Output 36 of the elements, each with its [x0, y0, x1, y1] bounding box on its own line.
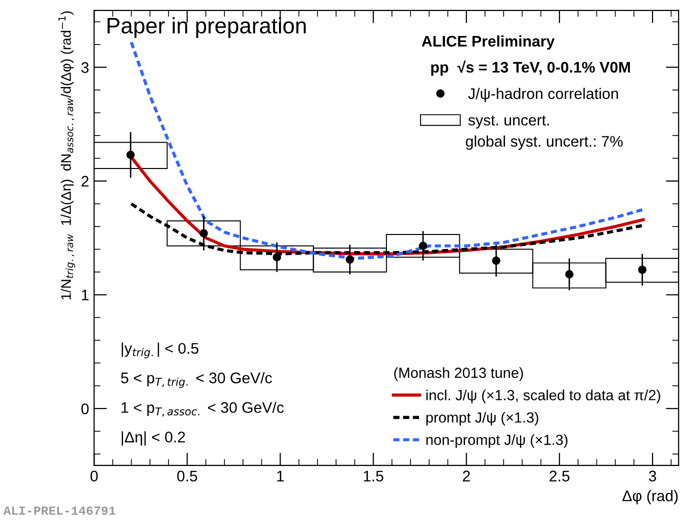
annotation: ALICE Preliminary: [422, 35, 555, 50]
x-tick-label: 0.5: [177, 470, 198, 482]
text: ALI-PREL-146791: [3, 506, 116, 515]
annotation: global syst. uncert.: 7%: [466, 136, 623, 150]
annotation: 1 < p$_{T,assoc.}$ < 30 GeV/c: [122, 402, 284, 417]
legend-title: (Monash 2013 tune): [394, 367, 523, 381]
x-tick-label: 2: [462, 470, 470, 482]
y-tick-label: 2: [82, 176, 88, 187]
point: [418, 242, 428, 250]
x-tick-label: 0: [90, 470, 98, 482]
x-tick-label: 3: [648, 470, 656, 482]
point: [272, 253, 282, 262]
point: [565, 270, 574, 278]
legend-label: prompt J/ψ (×1.3): [426, 412, 538, 426]
annotation: pp √s = 13 TeV, 0-0.1% V0M: [431, 60, 630, 76]
y-tick-label: 1: [82, 290, 89, 300]
point: [346, 255, 354, 264]
annotation: 5 < p$_{T,trig.}$ < 30 GeV/c: [121, 372, 272, 388]
annotation: Paper in preparation: [108, 17, 306, 38]
legend-label: J/ψ-hadron correlation: [468, 88, 618, 102]
annotation: |Δη| < 0.2: [122, 431, 185, 446]
y-tick-label: 3: [81, 62, 89, 73]
point: [200, 229, 208, 238]
legend-label: non-prompt J/ψ (×1.3): [426, 434, 568, 448]
y-axis-title: 1/N$_{trig.,raw}$ 1/Δ(Δη) dN$_{assoc.,raw}$/d(Δφ) (rad$^{−1}$): [58, 11, 76, 300]
x-tick-label: 1.5: [364, 470, 384, 482]
point: [126, 150, 135, 160]
y-tick-label: 0: [81, 403, 89, 414]
legend-label: incl. J/ψ (×1.3, scaled to data at π/2): [426, 390, 660, 404]
annotation: |y$_{trig.}$| < 0.5: [122, 342, 198, 358]
point: [638, 266, 646, 274]
point: [492, 256, 500, 265]
x-tick-label: 2.5: [550, 470, 570, 482]
x-axis-title: Δφ (rad): [622, 490, 678, 504]
legend-label: syst. uncert.: [468, 116, 549, 129]
x-tick-label: 1: [277, 470, 284, 482]
